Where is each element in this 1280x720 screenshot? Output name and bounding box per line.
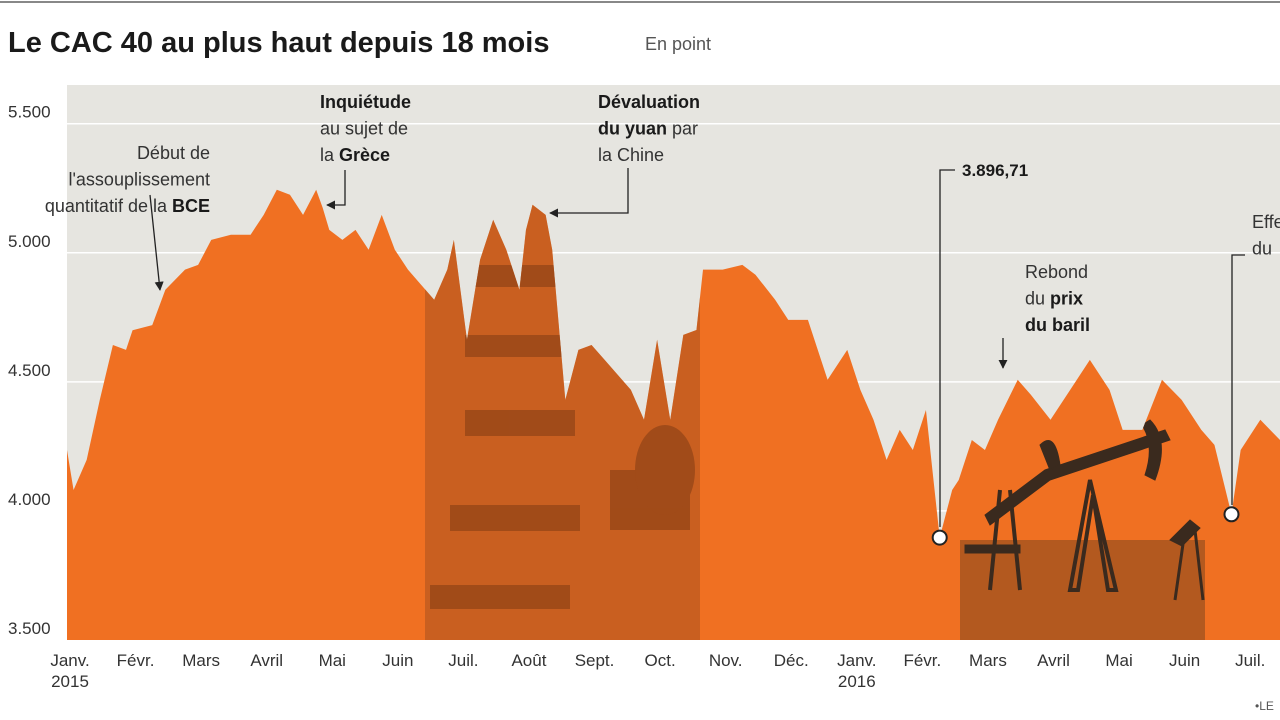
annotation-text: Inquiétude — [320, 92, 411, 112]
annotation-line: au sujet de — [320, 119, 408, 139]
points-layer: 3.896,71 — [931, 161, 1240, 546]
source: •LE — [1255, 699, 1274, 713]
annotation-text: du baril — [1025, 315, 1090, 335]
annotation-line: du yuan par — [598, 119, 698, 139]
annotation-text: Grèce — [339, 145, 390, 165]
pumpjacks — [964, 419, 1205, 601]
annotation-line: Inquiétude — [320, 92, 411, 112]
annotation-text: au sujet de — [320, 119, 408, 139]
x-tick-label: Mars — [969, 651, 1007, 670]
annotation-line: l'assouplissement — [68, 170, 210, 190]
annotation-text: BCE — [172, 196, 210, 216]
x-tick-label: Déc. — [774, 651, 809, 670]
annotation-text: Dévaluation — [598, 92, 700, 112]
x-tick-label: Févr. — [903, 651, 941, 670]
x-tick-label: Nov. — [709, 651, 743, 670]
x-tick-label: Juin — [382, 651, 413, 670]
annotation-leader — [939, 169, 955, 527]
annotation-line: la Chine — [598, 145, 664, 165]
annotation-text: Rebond — [1025, 262, 1088, 282]
annotation-leader — [1231, 254, 1245, 505]
y-tick-label: 5.500 — [8, 103, 51, 122]
annotation-arrow — [326, 170, 346, 210]
x-tick-label: Avril — [250, 651, 283, 670]
axis-labels: 3.500 4.000 4.500 5.000 5.500 Janv. Févr. Mars A… — [8, 103, 1265, 691]
x-tick-label: Janv. — [837, 651, 876, 670]
x-tick-label: Mai — [1105, 651, 1132, 670]
y-tick-label: 5.000 — [8, 232, 51, 251]
x-tick-label: Juin — [1169, 651, 1200, 670]
x-tick-label: Mars — [182, 651, 220, 670]
annotation-line: Début de — [137, 143, 210, 163]
annotation-text: la — [320, 145, 339, 165]
x-tick-label: Sept. — [575, 651, 615, 670]
x-tick-label: Oct. — [645, 651, 676, 670]
chart-subtitle: En point — [645, 34, 711, 54]
x-tick-label: Févr. — [117, 651, 155, 670]
highlight-point — [1223, 506, 1240, 523]
y-tick-label: 4.000 — [8, 490, 51, 509]
annotation-line: quantitatif de la BCE — [45, 196, 210, 216]
annotation-text: l'assouplissement — [68, 170, 210, 190]
annotation-line: la Grèce — [320, 145, 390, 165]
chart-title: Le CAC 40 au plus haut depuis 18 mois — [8, 27, 549, 59]
y-tick-label: 3.500 — [8, 619, 51, 638]
annotation-text: du — [1025, 289, 1050, 309]
annotation-arrow — [149, 194, 164, 291]
annotation-text: prix — [1050, 289, 1083, 309]
annotation-text: Début de — [137, 143, 210, 163]
annotation-text: du yuan — [598, 119, 667, 139]
x-year-label: 2015 — [51, 672, 89, 691]
y-tick-label: 4.500 — [8, 361, 51, 380]
annotation-line: Dévaluation — [598, 92, 700, 112]
annotation-arrow — [549, 168, 629, 218]
annotation-text: Effe — [1252, 212, 1280, 232]
annotation-text: du — [1252, 239, 1272, 259]
x-tick-label: Mai — [319, 651, 346, 670]
highlight-point — [931, 529, 948, 546]
annotation-line: Rebond — [1025, 262, 1088, 282]
annotation-text: la Chine — [598, 145, 664, 165]
point-label: 3.896,71 — [962, 161, 1028, 180]
annotation-line: du baril — [1025, 315, 1090, 335]
x-tick-label: Juil. — [1235, 651, 1265, 670]
annotation-line: du — [1252, 239, 1272, 259]
x-tick-label: Avril — [1037, 651, 1070, 670]
x-tick-label: Août — [511, 651, 546, 670]
annotation-text: quantitatif de la — [45, 196, 172, 216]
annotations: Début de l'assouplissement quantitatif de … — [45, 92, 1280, 335]
x-tick-label: Janv. — [50, 651, 89, 670]
annotation-line: du prix — [1025, 289, 1083, 309]
annotation-line: Effe — [1252, 212, 1280, 232]
x-tick-label: Juil. — [448, 651, 478, 670]
annotation-text: par — [667, 119, 698, 139]
x-year-label: 2016 — [838, 672, 876, 691]
